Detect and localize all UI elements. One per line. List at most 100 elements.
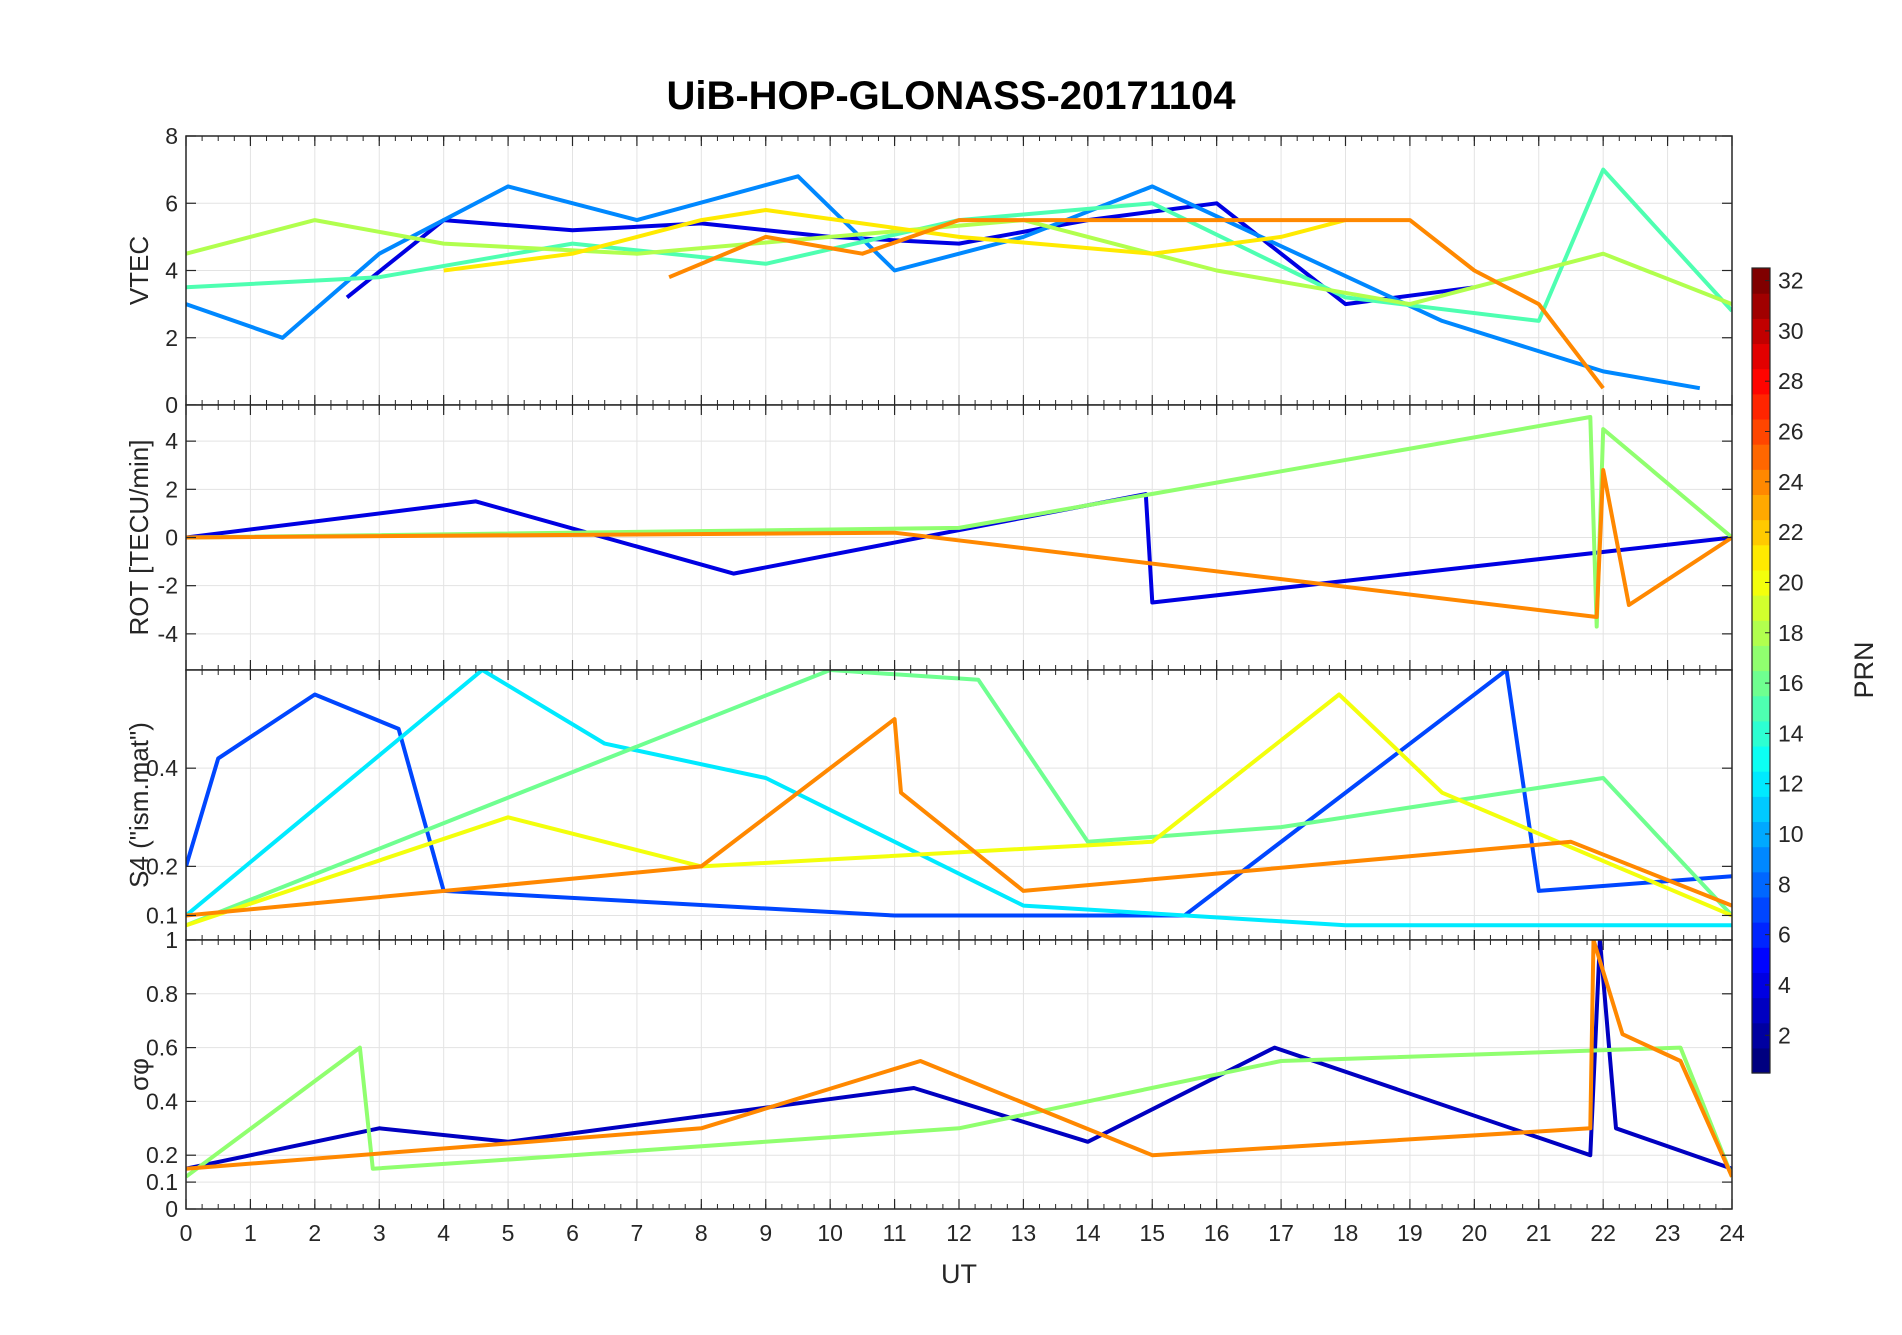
series-group — [186, 940, 1732, 1179]
colorbar-tick-label: 28 — [1778, 368, 1804, 394]
colorbar-swatch — [1752, 670, 1770, 697]
y-axis-label-sigma_phi: σφ — [124, 1058, 154, 1091]
panel-VTEC: 0 2 4 6 8 VTEC — [124, 123, 1733, 418]
x-tick-label: 4 — [437, 1220, 450, 1246]
x-tick-label: 19 — [1397, 1220, 1423, 1246]
colorbar-tick-label: 20 — [1778, 569, 1804, 595]
colorbar-swatch — [1752, 343, 1770, 370]
colorbar-swatch — [1752, 494, 1770, 521]
colorbar-swatch — [1752, 318, 1770, 345]
colorbar-tick-label: 24 — [1778, 469, 1804, 495]
series-prn-24 — [186, 940, 1732, 1178]
colorbar-tick-label: 2 — [1778, 1022, 1791, 1048]
series-group — [186, 167, 1732, 391]
colorbar-tick-label: 12 — [1778, 771, 1804, 797]
x-tick-label: 23 — [1655, 1220, 1681, 1246]
x-tick-label: 13 — [1011, 1220, 1037, 1246]
y-tick-label: 0.4 — [146, 755, 178, 781]
colorbar-swatch — [1752, 695, 1770, 722]
x-tick-label: 11 — [883, 1220, 907, 1246]
y-axis-label-S4: S4 ("ism.mat") — [124, 722, 154, 888]
series-prn-3 — [186, 940, 1732, 1171]
x-tick-label: 24 — [1719, 1220, 1745, 1246]
colorbar-tick-label: 22 — [1778, 519, 1804, 545]
colorbar-swatch — [1752, 469, 1770, 496]
colorbar-swatch — [1752, 871, 1770, 898]
colorbar-swatch — [1752, 268, 1770, 294]
series-prn-24 — [668, 218, 1605, 390]
colorbar-swatch — [1752, 444, 1770, 470]
series-prn-15 — [186, 167, 1732, 323]
colorbar-swatch — [1752, 368, 1770, 395]
series-prn-9 — [186, 174, 1701, 391]
y-tick-label: 0.6 — [146, 1035, 178, 1061]
x-tick-label: 12 — [946, 1220, 972, 1246]
series-prn-17 — [186, 415, 1732, 629]
y-tick-label: 0.1 — [146, 1169, 178, 1195]
colorbar-label: PRN — [1849, 641, 1879, 698]
x-tick-label: 20 — [1462, 1220, 1488, 1246]
colorbar-tick-label: 30 — [1778, 318, 1804, 344]
colorbar-swatch — [1752, 947, 1770, 973]
colorbar-tick-label: 26 — [1778, 419, 1804, 445]
panel-S4: 0.1 0.2 0.4S4 ("ism.mat") — [124, 669, 1733, 941]
colorbar-tick-label: 8 — [1778, 871, 1791, 897]
y-tick-label: 6 — [165, 190, 178, 216]
y-tick-label: 2 — [165, 476, 178, 502]
colorbar-frame — [1751, 267, 1771, 1074]
y-tick-label: 4 — [165, 428, 178, 454]
colorbar-tick-label: 6 — [1778, 922, 1791, 948]
series-prn-17 — [186, 1045, 1732, 1179]
colorbar-swatch — [1752, 519, 1770, 546]
colorbar-swatch — [1752, 1022, 1770, 1049]
y-tick-label: 2 — [165, 325, 178, 351]
panel-sigma_phi: 00.10.2 0.4 0.6 0.8 1 σφ — [124, 927, 1733, 1222]
colorbar-swatch — [1752, 620, 1770, 646]
y-axis-label-VTEC: VTEC — [124, 236, 154, 305]
x-tick-label: 9 — [759, 1220, 772, 1246]
colorbar-swatch — [1752, 1047, 1770, 1074]
x-tick-label: 15 — [1139, 1220, 1165, 1246]
colorbar-swatch — [1752, 896, 1770, 923]
series-prn-21 — [443, 208, 1347, 273]
colorbar-swatch — [1752, 745, 1770, 772]
series-prn-7 — [186, 670, 1732, 918]
chart-title: UiB-HOP-GLONASS-20171104 — [666, 74, 1236, 118]
colorbar-swatch — [1752, 922, 1770, 948]
colorbar-tick-label: 14 — [1778, 720, 1804, 746]
colorbar-tick-label: 18 — [1778, 620, 1804, 646]
colorbar-swatch — [1752, 821, 1770, 848]
x-axis-label: UT — [941, 1259, 977, 1289]
colorbar-tick-label: 4 — [1778, 972, 1791, 998]
x-tick-label: 14 — [1075, 1220, 1101, 1246]
x-tick-label: 22 — [1590, 1220, 1616, 1246]
colorbar-swatch — [1752, 645, 1770, 672]
colorbar-swatch — [1752, 293, 1770, 319]
colorbar-swatch — [1752, 720, 1770, 747]
colorbar-swatch — [1752, 569, 1770, 596]
x-tick-label: 16 — [1204, 1220, 1230, 1246]
y-tick-label: -2 — [158, 573, 178, 599]
x-tick-label: 3 — [373, 1220, 386, 1246]
series-prn-12 — [186, 670, 1732, 928]
x-tick-label: 1 — [244, 1220, 257, 1246]
y-tick-label: 0.8 — [146, 981, 178, 1007]
y-tick-label: 1 — [165, 927, 178, 953]
colorbar-swatch — [1752, 544, 1770, 571]
y-tick-label: 0.2 — [146, 853, 178, 879]
colorbar-swatch — [1752, 846, 1770, 873]
x-tick-label: 17 — [1268, 1220, 1294, 1246]
series-group — [186, 670, 1732, 928]
series-prn-18 — [186, 218, 1732, 307]
colorbar-swatch — [1752, 972, 1770, 999]
colorbar-swatch — [1752, 771, 1770, 797]
y-tick-label: 0.4 — [146, 1088, 178, 1114]
x-tick-label: 2 — [308, 1220, 321, 1246]
panel-ROT: -4 -2 0 2 4 ROT [TECU/min] — [124, 404, 1733, 671]
y-tick-label: -4 — [158, 621, 179, 647]
colorbar-tick-label: 16 — [1778, 670, 1804, 696]
series-prn-4 — [186, 492, 1732, 605]
y-tick-label: 0.2 — [146, 1142, 178, 1168]
x-tick-label: 7 — [631, 1220, 644, 1246]
